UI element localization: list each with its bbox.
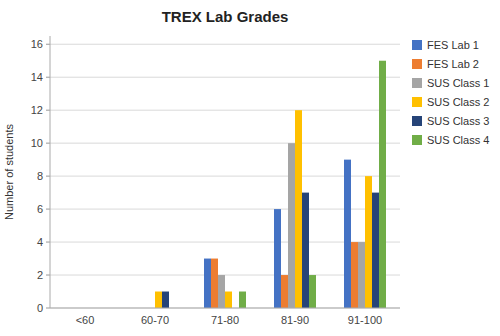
grid-line	[50, 308, 400, 309]
y-tick-label: 2	[37, 269, 43, 281]
y-axis-label: Number of students	[3, 124, 15, 220]
y-tick-label: 14	[31, 71, 43, 83]
grid	[50, 44, 400, 308]
bars	[155, 61, 386, 308]
legend-swatch	[412, 40, 422, 50]
x-tick-label: 81-90	[281, 314, 309, 326]
legend-swatch	[412, 116, 422, 126]
legend-swatch	[412, 59, 422, 69]
legend-swatch	[412, 135, 422, 145]
bar	[344, 160, 351, 308]
bar	[155, 292, 162, 308]
bar	[225, 292, 232, 308]
y-tick	[46, 308, 50, 309]
legend-label: SUS Class 1	[427, 77, 489, 89]
x-axis-line	[50, 308, 400, 309]
bar	[302, 193, 309, 308]
y-tick-label: 8	[37, 170, 43, 182]
y-tick	[46, 209, 50, 210]
y-tick-label: 0	[37, 302, 43, 314]
y-tick	[46, 44, 50, 45]
grid-line	[50, 44, 400, 45]
legend-label: SUS Class 2	[427, 96, 489, 108]
y-tick	[46, 77, 50, 78]
chart: TREX Lab Grades Number of students 0 2 4 6 8 10…	[0, 0, 500, 336]
bar	[372, 193, 379, 308]
grid-line	[50, 77, 400, 78]
legend-label: FES Lab 2	[427, 58, 479, 70]
bar	[365, 176, 372, 308]
y-tick-label: 10	[31, 137, 43, 149]
y-tick-label: 4	[37, 236, 43, 248]
x-tick-label: 91-100	[348, 314, 382, 326]
bar	[162, 292, 169, 308]
bar	[351, 242, 358, 308]
bar	[309, 275, 316, 308]
x-tick-label: <60	[76, 314, 95, 326]
bar	[211, 259, 218, 308]
x-tick-label: 71-80	[211, 314, 239, 326]
y-tick	[46, 143, 50, 144]
bar	[358, 242, 365, 308]
legend-label: FES Lab 1	[427, 39, 479, 51]
x-tick-label: 60-70	[141, 314, 169, 326]
y-tick-label: 6	[37, 203, 43, 215]
bar	[288, 143, 295, 308]
title: TREX Lab Grades	[162, 8, 289, 25]
bar	[204, 259, 211, 308]
grid-line	[50, 110, 400, 111]
bar	[281, 275, 288, 308]
y-tick	[46, 275, 50, 276]
bar	[239, 292, 246, 308]
grid-line	[50, 143, 400, 144]
y-axis-line	[50, 36, 51, 308]
y-tick	[46, 110, 50, 111]
y-tick-label: 12	[31, 104, 43, 116]
legend-label: SUS Class 4	[427, 134, 489, 146]
bar	[218, 275, 225, 308]
y-tick	[46, 242, 50, 243]
legend-swatch	[412, 97, 422, 107]
bar	[295, 110, 302, 308]
legend-swatch	[412, 78, 422, 88]
y-tick	[46, 176, 50, 177]
y-tick-label: 16	[31, 38, 43, 50]
legend-label: SUS Class 3	[427, 115, 489, 127]
bar	[274, 209, 281, 308]
bar	[379, 61, 386, 308]
legend: FES Lab 1 FES Lab 2 SUS Class 1 SUS Class 2…	[412, 39, 489, 146]
